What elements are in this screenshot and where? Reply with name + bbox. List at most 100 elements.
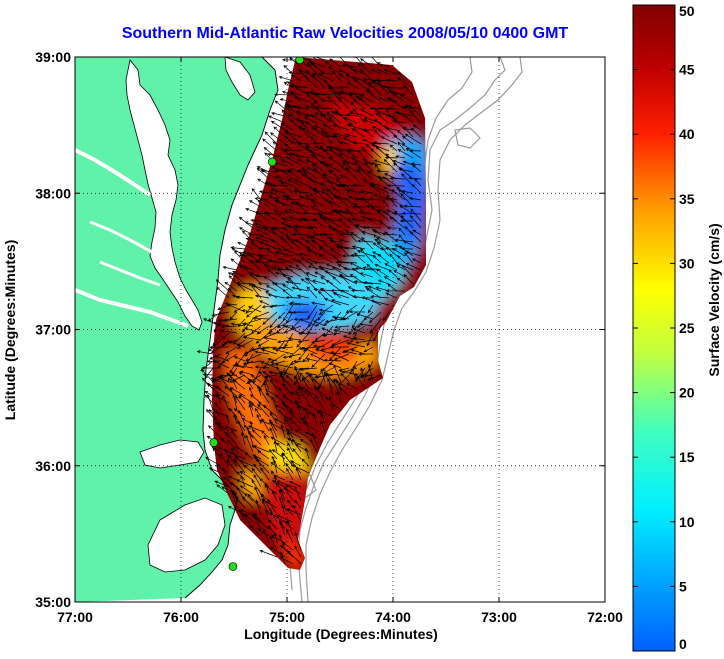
velocity-arrow	[373, 234, 382, 243]
velocity-arrow	[228, 275, 238, 285]
velocity-arrow	[249, 272, 262, 285]
velocity-arrow	[288, 114, 302, 124]
velocity-arrow	[245, 237, 262, 243]
velocity-arrow	[301, 127, 318, 138]
velocity-arrow	[357, 63, 374, 75]
velocity-arrow	[310, 239, 326, 250]
velocity-arrow	[250, 218, 262, 222]
velocity-arrow	[267, 152, 286, 159]
velocity-arrow	[290, 84, 310, 89]
velocity-arrow	[270, 360, 286, 366]
velocity-arrow	[352, 69, 366, 75]
velocity-arrow	[306, 62, 318, 75]
velocity-arrow	[238, 253, 254, 258]
velocity-arrow	[279, 556, 294, 565]
velocity-arrow	[219, 452, 230, 467]
velocity-arrow	[282, 248, 302, 257]
velocity-arrow	[262, 499, 270, 516]
velocity-arrow	[376, 62, 390, 68]
velocity-arrow	[276, 442, 286, 453]
velocity-arrow	[377, 279, 390, 285]
velocity-arrow	[335, 195, 350, 208]
velocity-arrow	[296, 390, 302, 404]
velocity-arrow	[318, 246, 334, 257]
velocity-arrow	[225, 346, 238, 355]
velocity-arrow	[358, 167, 374, 180]
velocity-arrow	[264, 379, 270, 390]
colorbar	[632, 4, 676, 652]
velocity-arrow	[277, 318, 294, 328]
velocity-arrow	[348, 325, 358, 335]
velocity-arrow	[370, 182, 382, 187]
velocity-arrow	[384, 263, 398, 271]
velocity-arrow	[364, 162, 374, 173]
velocity-arrow	[220, 329, 238, 334]
velocity-arrow	[287, 446, 294, 460]
velocity-arrow	[280, 424, 286, 439]
velocity-arrow	[336, 391, 342, 404]
velocity-arrow	[250, 260, 262, 271]
colorbar-tick-label: 10	[679, 514, 695, 530]
x-tick-label: 73:00	[481, 609, 517, 625]
velocity-arrow	[366, 263, 382, 278]
velocity-arrow	[257, 404, 270, 418]
velocity-arrow	[234, 446, 246, 453]
velocity-arrow	[296, 294, 310, 299]
velocity-arrow	[227, 475, 238, 481]
velocity-arrow	[294, 399, 302, 418]
velocity-arrow	[363, 346, 374, 353]
velocity-arrow	[302, 421, 318, 432]
y-tick-label: 38:00	[35, 185, 71, 201]
velocity-arrow	[350, 101, 358, 110]
lat-lon-grid	[75, 57, 605, 602]
velocity-arrow	[222, 265, 238, 271]
velocity-arrow	[337, 209, 358, 215]
velocity-arrow	[338, 260, 358, 264]
velocity-arrow	[330, 351, 342, 355]
velocity-arrow	[281, 217, 294, 222]
velocity-arrow	[311, 339, 326, 344]
velocity-arrow	[318, 232, 334, 237]
velocity-arrow	[278, 489, 286, 509]
velocity-arrow	[285, 156, 302, 166]
velocity-arrow	[212, 360, 230, 369]
velocity-arrow	[286, 105, 302, 117]
velocity-arrow	[380, 136, 398, 145]
velocity-arrow	[270, 353, 286, 363]
velocity-arrow	[386, 194, 398, 208]
velocity-arrow	[382, 199, 390, 208]
velocity-arrow	[324, 318, 342, 324]
velocity-arrow	[294, 365, 302, 383]
velocity-arrow	[254, 294, 270, 299]
velocity-arrow	[339, 174, 350, 180]
velocity-arrow	[307, 304, 318, 320]
velocity-arrow	[319, 113, 334, 124]
velocity-arrow	[226, 438, 238, 453]
velocity-arrow	[304, 431, 318, 439]
velocity-arrow	[251, 429, 262, 439]
velocity-arrow	[397, 71, 406, 82]
velocity-arrow	[221, 339, 230, 347]
velocity-arrow	[402, 135, 414, 145]
velocity-arrow	[269, 318, 278, 329]
velocity-arrow	[320, 129, 334, 145]
velocity-arrow	[264, 211, 278, 222]
velocity-arrow	[355, 224, 366, 236]
velocity-arrow	[271, 183, 286, 187]
x-axis-label: Longitude (Degrees:Minutes)	[244, 626, 438, 642]
velocity-arrow	[313, 93, 326, 103]
velocity-arrow	[266, 249, 278, 257]
velocity-arrow	[364, 297, 382, 306]
velocity-arrow	[385, 292, 398, 299]
velocity-arrow	[309, 353, 326, 362]
velocity-arrow	[367, 285, 382, 292]
velocity-arrow	[246, 252, 262, 264]
velocity-arrow	[282, 289, 294, 299]
velocity-arrow	[330, 339, 350, 347]
velocity-arrow	[333, 364, 342, 383]
velocity-arrow	[346, 150, 358, 159]
x-tick-label: 74:00	[375, 609, 411, 625]
velocity-arrow	[331, 267, 350, 278]
velocity-arrow	[314, 125, 326, 131]
velocity-arrow	[302, 211, 318, 216]
